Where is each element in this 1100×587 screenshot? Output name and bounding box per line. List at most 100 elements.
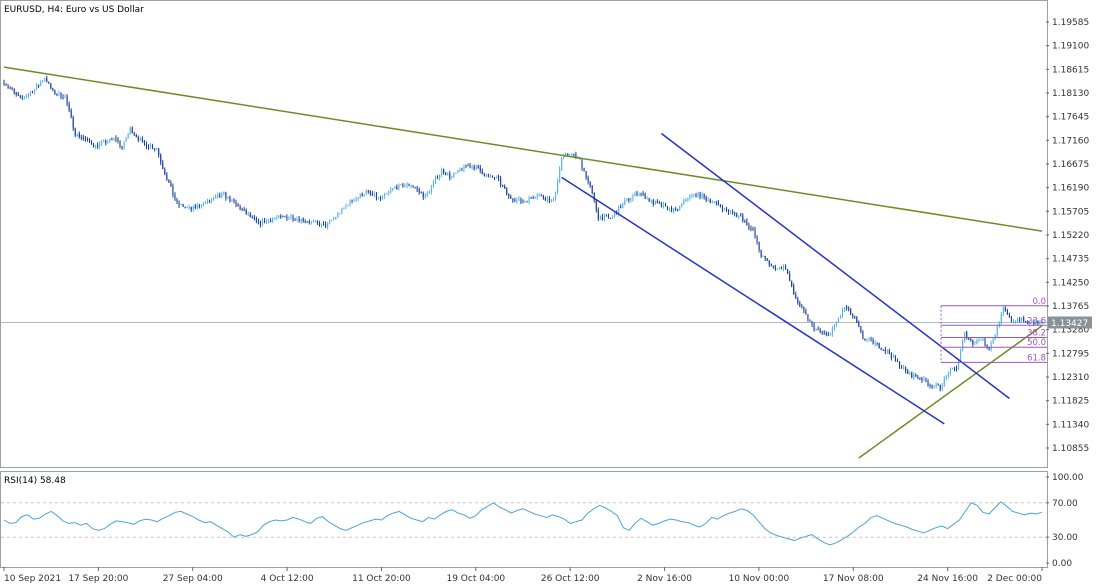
candle-bear	[642, 193, 644, 195]
candle-bear	[888, 350, 890, 354]
candle-bear	[166, 174, 168, 180]
candle-bull	[693, 194, 695, 196]
candle-bull	[398, 184, 400, 189]
candle-bear	[520, 198, 522, 202]
candle-bear	[750, 228, 752, 230]
candle-bear	[972, 340, 974, 345]
candle-bear	[664, 204, 667, 206]
candle-bear	[367, 190, 369, 192]
candle-bull	[357, 197, 359, 199]
candle-bull	[428, 191, 430, 193]
candle-bull	[913, 374, 915, 378]
candle-bull	[95, 144, 97, 147]
candle-bear	[766, 258, 768, 261]
candle-bull	[188, 206, 190, 208]
candle-bull	[113, 138, 115, 140]
candle-bear	[9, 87, 11, 89]
y-tick-label: 1.16675	[1052, 160, 1089, 170]
candle-bear	[719, 205, 721, 208]
candle-bear	[540, 195, 542, 197]
candle-bull	[996, 326, 998, 335]
channel-line[interactable]	[561, 176, 945, 425]
candle-bull	[276, 217, 278, 219]
candle-bull	[762, 255, 764, 257]
candle-bull	[550, 200, 553, 202]
channel-line[interactable]	[660, 132, 1010, 400]
candle-bull	[563, 154, 565, 158]
candle-bear	[801, 305, 803, 308]
candle-bear	[229, 196, 231, 202]
rsi-line	[3, 501, 1043, 546]
candle-bull	[874, 342, 876, 344]
candle-bear	[878, 343, 880, 349]
candle-bear	[508, 193, 510, 197]
candle-bull	[186, 207, 188, 209]
candle-bear	[117, 139, 119, 142]
x-tick-label: 26 Oct 12:00	[541, 574, 600, 584]
candle-bear	[876, 342, 878, 344]
candle-bull	[960, 349, 962, 360]
candle-bull	[707, 200, 709, 202]
candle-bear	[915, 374, 917, 377]
candle-bear	[774, 266, 776, 270]
candle-bull	[841, 309, 844, 316]
candle-bull	[310, 221, 312, 223]
candle-bear	[955, 368, 958, 370]
y-tick-label: 1.13765	[1052, 302, 1089, 312]
candle-bull	[1029, 322, 1031, 324]
candle-bull	[363, 194, 365, 197]
candle-bear	[652, 200, 654, 205]
candle-bear	[705, 197, 707, 201]
candle-bull	[27, 94, 29, 96]
candle-bull	[192, 206, 194, 210]
candle-bear	[84, 138, 86, 140]
candle-bear	[322, 223, 325, 225]
candle-bear	[542, 195, 544, 199]
candle-bear	[396, 186, 398, 189]
candle-bear	[931, 385, 933, 388]
candle-bear	[953, 368, 956, 370]
candle-bull	[1012, 321, 1015, 323]
candle-bull	[679, 205, 681, 210]
candle-bear	[11, 88, 13, 90]
candle-bull	[534, 197, 536, 199]
candle-bull	[331, 220, 333, 222]
x-tick-label: 10 Sep 2021	[4, 574, 61, 584]
candle-bull	[274, 218, 276, 220]
candle-bear	[770, 264, 772, 266]
candle-bull	[632, 195, 634, 199]
candle-bear	[88, 139, 91, 142]
candle-bull	[943, 378, 945, 386]
candle-bull	[614, 213, 616, 217]
candle-bull	[603, 215, 605, 220]
candle-bear	[308, 221, 310, 223]
candle-bear	[280, 215, 282, 217]
candle-bull	[355, 198, 357, 201]
trendline-support[interactable]	[858, 325, 1043, 459]
candle-bear	[795, 294, 797, 299]
candle-bull	[624, 200, 626, 204]
candle-bull	[839, 315, 842, 319]
y-tick-label: 1.18130	[1052, 89, 1089, 99]
candle-bull	[40, 82, 42, 86]
candle-bear	[257, 221, 259, 223]
candle-bull	[335, 216, 337, 219]
candle-bear	[154, 148, 156, 150]
rsi-layer	[1, 501, 1047, 546]
candle-bear	[504, 186, 506, 189]
candle-bull	[599, 216, 601, 219]
candle-bear	[506, 188, 508, 194]
candle-bear	[898, 361, 901, 368]
trendline-resistance[interactable]	[3, 66, 1043, 232]
candle-bear	[514, 200, 516, 202]
candle-bear	[736, 213, 738, 217]
candle-bull	[129, 127, 131, 134]
candle-bear	[768, 260, 770, 265]
candle-bear	[894, 355, 897, 361]
candle-bear	[882, 349, 884, 351]
candle-bull	[978, 339, 980, 341]
candle-bear	[235, 201, 237, 205]
candle-bull	[261, 220, 264, 225]
candle-bull	[654, 201, 656, 205]
candle-bear	[414, 187, 416, 189]
